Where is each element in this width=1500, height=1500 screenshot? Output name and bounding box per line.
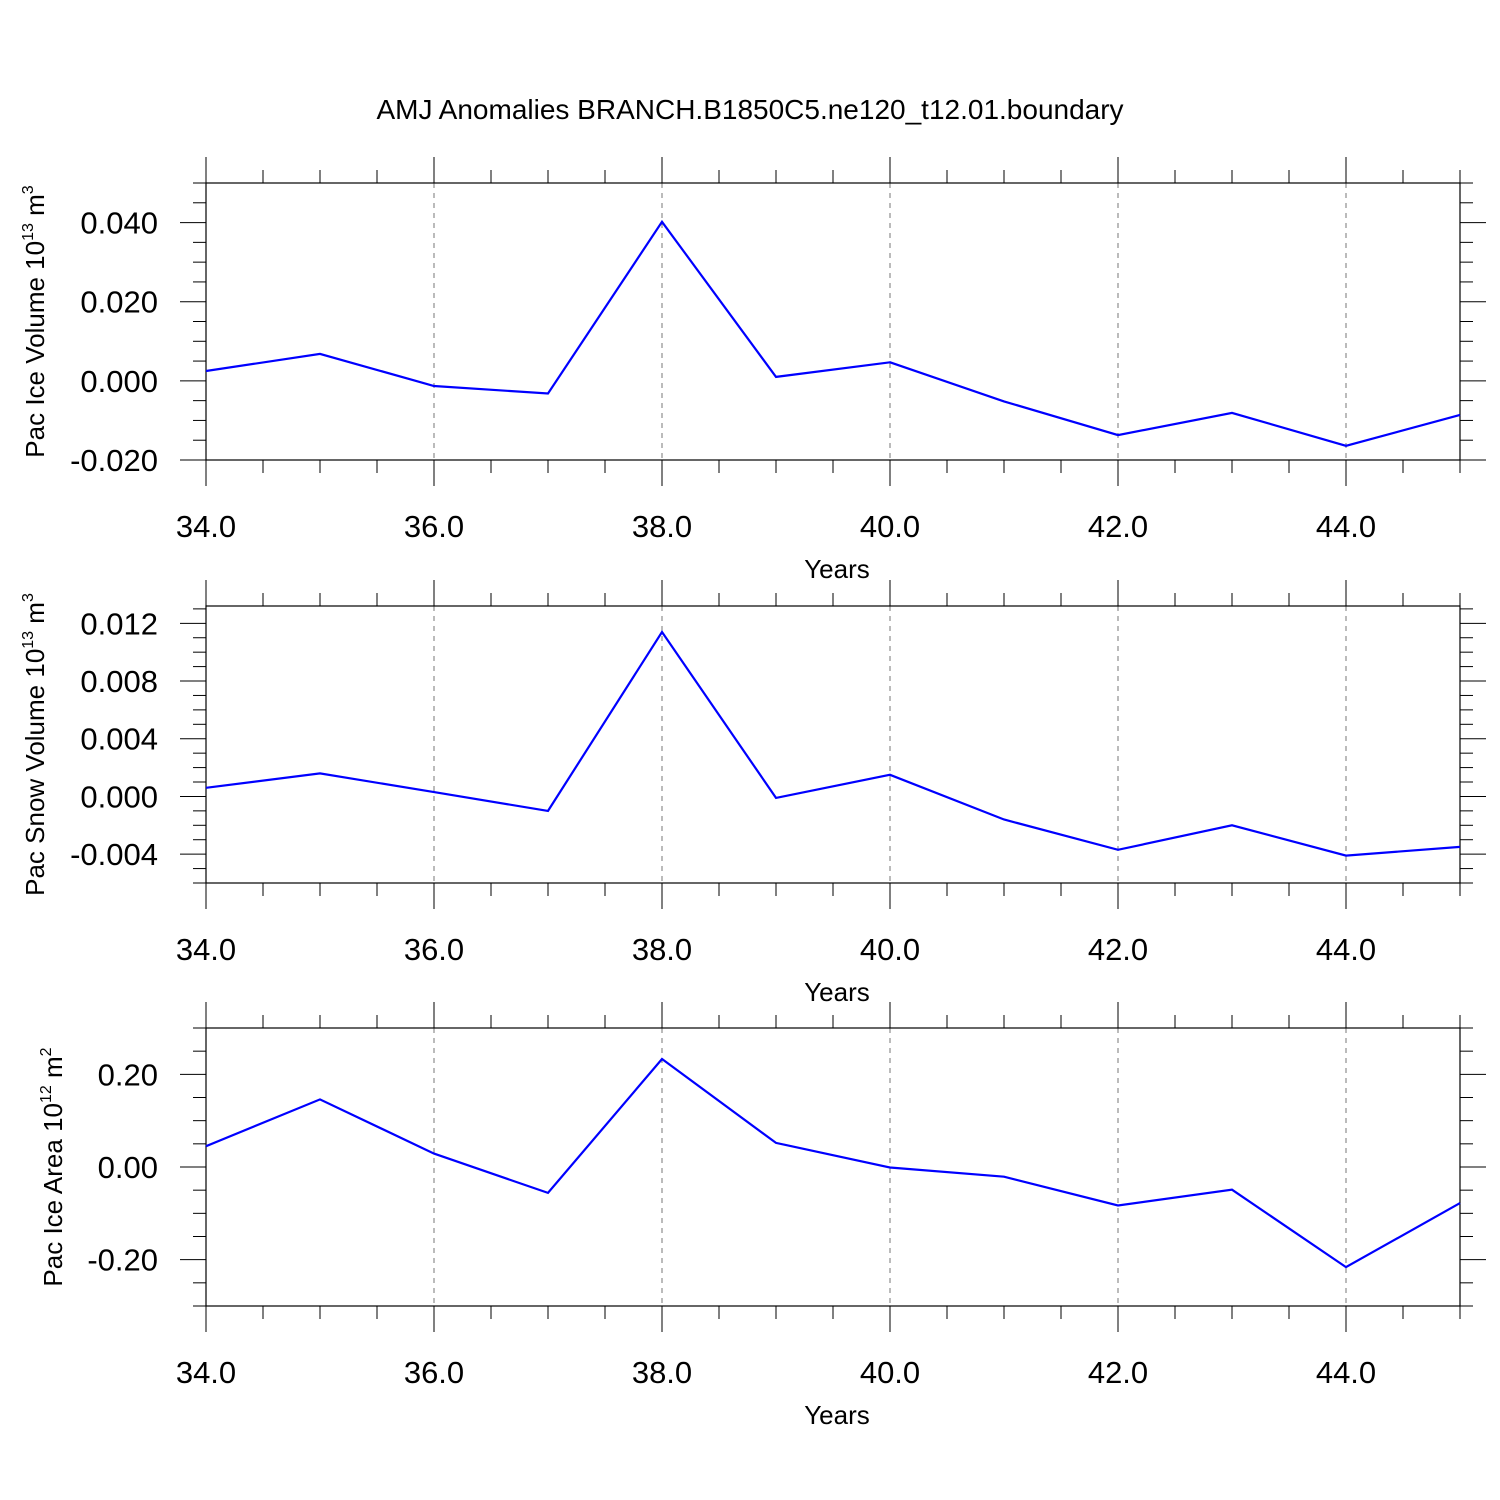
plot-frame	[205, 182, 1461, 461]
y-axis-label-text: m	[20, 194, 50, 223]
x-tick-label: 40.0	[860, 1355, 920, 1390]
x-tick-label: 36.0	[404, 509, 464, 544]
y-tick-label: 0.008	[80, 664, 158, 699]
x-tick-label: 40.0	[860, 932, 920, 967]
y-tick-label: 0.000	[80, 364, 158, 399]
y-axis-label: Pac Snow Volume 1013 m3	[20, 593, 50, 896]
y-axis-label-exponent: 12	[38, 1085, 55, 1103]
y-axis-label-exponent: 3	[20, 185, 37, 194]
y-tick-label: -0.020	[70, 443, 158, 478]
y-axis-label: Pac Ice Area 1012 m2	[38, 1047, 68, 1286]
y-tick-label: 0.040	[80, 206, 158, 241]
y-tick-label: -0.20	[87, 1243, 158, 1278]
y-axis-label-exponent: 2	[38, 1047, 55, 1056]
x-axis-label: Years	[804, 1400, 870, 1430]
x-tick-label: 36.0	[404, 1355, 464, 1390]
y-axis-label-text: Pac Snow Volume 10	[20, 649, 50, 896]
chart-title: AMJ Anomalies BRANCH.B1850C5.ne120_t12.0…	[376, 94, 1123, 125]
y-axis-label-exponent: 13	[20, 631, 37, 649]
y-tick-label: 0.000	[80, 779, 158, 814]
x-tick-label: 38.0	[632, 1355, 692, 1390]
y-axis-label-exponent: 13	[20, 223, 37, 241]
x-tick-label: 38.0	[632, 932, 692, 967]
x-tick-label: 42.0	[1088, 1355, 1148, 1390]
x-axis-label: Years	[804, 554, 870, 584]
x-tick-label: 44.0	[1316, 1355, 1376, 1390]
x-tick-label: 44.0	[1316, 932, 1376, 967]
x-tick-label: 42.0	[1088, 932, 1148, 967]
y-tick-label: 0.20	[98, 1057, 158, 1092]
x-tick-label: 44.0	[1316, 509, 1376, 544]
series-line	[205, 1057, 1461, 1269]
y-axis-label-text: m	[38, 1056, 68, 1085]
x-tick-label: 38.0	[632, 509, 692, 544]
y-tick-label: 0.012	[80, 606, 158, 641]
y-axis-label-text: Pac Ice Area 10	[38, 1103, 68, 1287]
panel-3: 34.0 36.0 38.0 40.0 42.0 44.0 Years -0.20 0.00 0.…	[38, 1002, 1486, 1430]
y-tick-label: 0.020	[80, 285, 158, 320]
y-axis-label-text: m	[20, 602, 50, 631]
x-tick-label: 36.0	[404, 932, 464, 967]
y-tick-label: 0.00	[98, 1150, 158, 1185]
y-tick-label: -0.004	[70, 837, 158, 872]
y-tick-label: 0.004	[80, 722, 158, 757]
x-tick-label: 42.0	[1088, 509, 1148, 544]
x-tick-label: 40.0	[860, 509, 920, 544]
series-line	[205, 219, 1461, 447]
y-axis-label-text: Pac Ice Volume 10	[20, 241, 50, 458]
x-tick-label: 34.0	[176, 932, 236, 967]
y-axis-label-exponent: 3	[20, 593, 37, 602]
y-axis-label: Pac Ice Volume 1013 m3	[20, 185, 50, 458]
series-line	[205, 630, 1461, 857]
x-axis-label: Years	[804, 977, 870, 1007]
plot-frame	[205, 605, 1461, 884]
plot-frame	[205, 1027, 1461, 1307]
panel-1: 34.0 36.0 38.0 40.0 42.0 44.0 Years -0.020 0.000…	[20, 157, 1486, 584]
panel-2: 34.0 36.0 38.0 40.0 42.0 44.0 Years -0.004 0.000…	[20, 580, 1486, 1007]
x-tick-label: 34.0	[176, 1355, 236, 1390]
x-tick-label: 34.0	[176, 509, 236, 544]
